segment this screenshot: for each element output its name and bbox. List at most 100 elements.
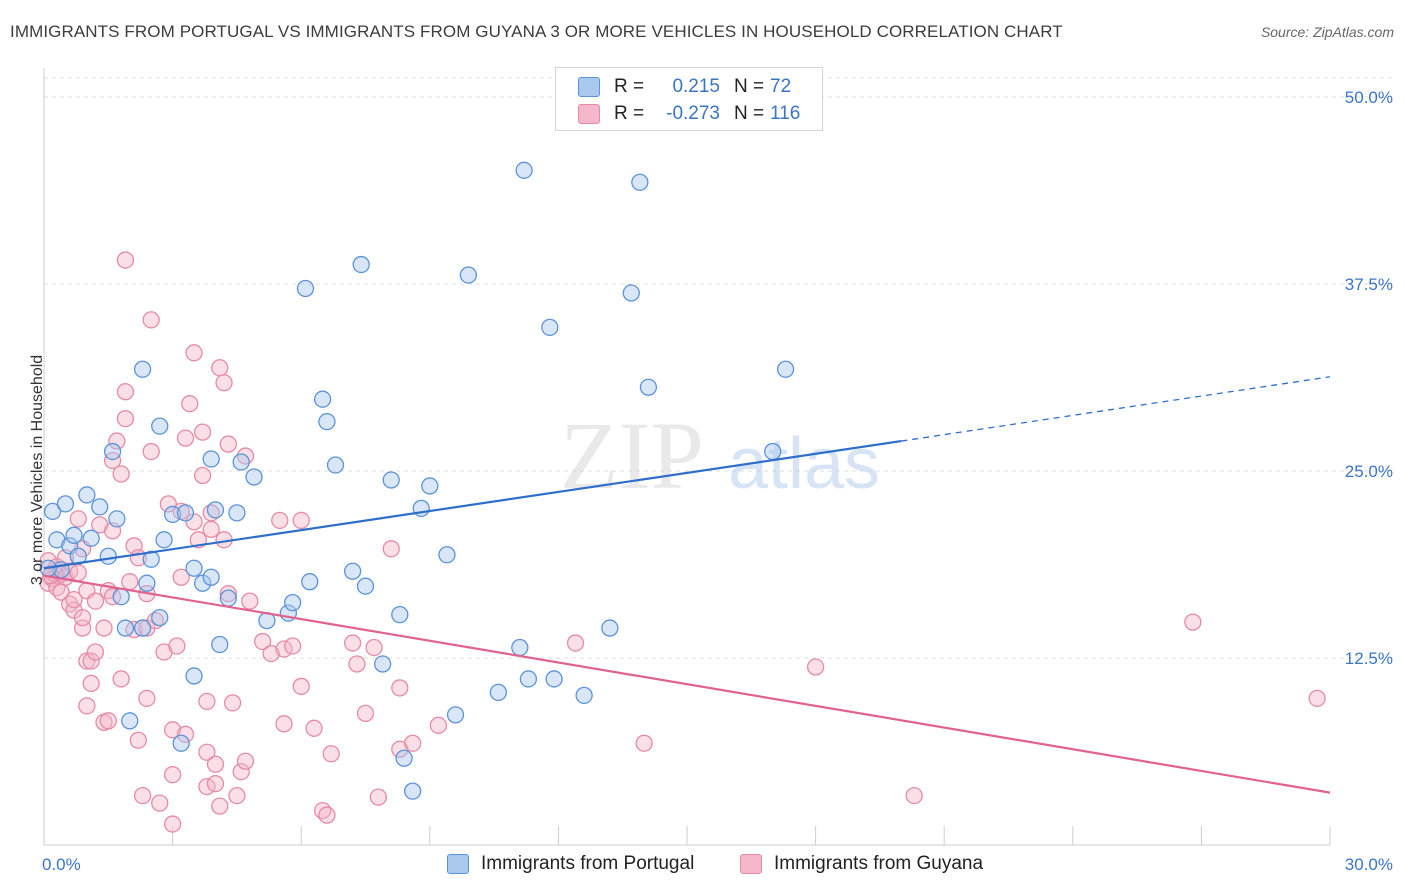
guyana-point (176, 429, 195, 447)
guyana-point (219, 435, 237, 453)
guyana-point (343, 634, 362, 652)
legend-row-portugal: R = 0.215 N = 72 (578, 75, 810, 99)
portugal-point (395, 749, 413, 767)
guyana-point (69, 564, 87, 582)
portugal-point (421, 477, 439, 495)
portugal-point (446, 706, 465, 724)
grid-layer (44, 77, 1394, 659)
guyana-point (86, 643, 105, 661)
correlation-legend: R = 0.215 N = 72 R = -0.273 N = 116 (555, 67, 823, 131)
portugal-point (519, 670, 538, 688)
portugal-point (99, 547, 117, 565)
portugal-point (155, 531, 173, 549)
portugal-point (232, 453, 250, 471)
source-credit: Source: ZipAtlas.com (1260, 24, 1394, 40)
series-swatch-portugal (447, 854, 469, 874)
guyana-point (142, 311, 160, 329)
portugal-point (515, 161, 533, 179)
guyana-point (262, 644, 280, 663)
portugal-point (296, 279, 315, 298)
y-tick-label: 25.0% (1345, 462, 1393, 481)
legend-n-label: N = (734, 76, 765, 97)
portugal-point (202, 450, 220, 468)
portugal-point (56, 495, 75, 513)
portugal-point (193, 574, 212, 592)
guyana-point (198, 692, 216, 711)
guyana-point (78, 697, 96, 715)
guyana-point (193, 423, 212, 441)
portugal-point (121, 712, 139, 730)
guyana-point (112, 670, 130, 688)
legend-n-value: 116 (770, 103, 801, 124)
portugal-point (391, 605, 409, 624)
portugal-point (776, 360, 795, 378)
guyana-point (159, 495, 177, 513)
y-tick-label: 12.5% (1345, 649, 1393, 668)
portugal-point (326, 456, 345, 474)
guyana-point (172, 568, 190, 586)
portugal-point (65, 526, 83, 544)
guyana-point (232, 763, 250, 781)
guyana-point (318, 806, 336, 824)
portugal-point (112, 588, 130, 606)
x-tick-label: 30.0% (1345, 855, 1393, 874)
guyana-point (215, 374, 233, 392)
guyana-point (236, 752, 255, 770)
guyana-point (82, 674, 100, 693)
legend-swatch-portugal (578, 77, 600, 97)
portugal-point (228, 504, 246, 522)
guyana-point (108, 432, 126, 450)
guyana-point (211, 797, 229, 815)
legend-swatch-guyana (578, 104, 600, 124)
portugal-point (639, 378, 658, 396)
guyana-point (1308, 689, 1326, 708)
guyana-point (219, 585, 237, 603)
portugal-point (176, 504, 195, 522)
guyana-point (905, 786, 923, 805)
portugal-point (283, 593, 302, 612)
portugal-point (151, 417, 169, 435)
guyana-trend-line (43, 574, 1331, 794)
guyana-point (95, 619, 113, 637)
guyana-point (566, 634, 585, 652)
portugal-point (313, 390, 332, 408)
guyana-point (635, 734, 653, 752)
portugal-point (622, 284, 640, 302)
portugal-point (541, 318, 559, 337)
guyana-point (206, 755, 225, 773)
portugal-point (575, 686, 593, 705)
watermark: ZIP atlas (560, 402, 880, 509)
guyana-point (275, 715, 293, 733)
guyana-point (69, 510, 87, 528)
portugal-point (108, 510, 126, 528)
guyana-point (241, 592, 259, 610)
guyana-point (382, 540, 400, 558)
legend-n-label: N = (734, 103, 765, 124)
series-swatch-guyana (740, 854, 762, 874)
guyana-point (283, 637, 302, 655)
portugal-point (373, 655, 392, 673)
guyana-point (82, 652, 100, 670)
series-name-portugal: Immigrants from Portugal (481, 853, 695, 874)
series-legend-portugal: Immigrants from Portugal (447, 853, 694, 875)
guyana-point (168, 637, 186, 655)
portugal-point (43, 502, 62, 521)
portugal-point (352, 255, 370, 274)
y-axis-label: 3 or more Vehicles in Household (29, 354, 46, 586)
portugal-point (382, 471, 400, 489)
guyana-point (806, 658, 825, 676)
guyana-point (271, 511, 289, 530)
guyana-point (86, 592, 105, 610)
guyana-point (292, 677, 310, 696)
legend-r-value: 0.215 (672, 76, 720, 97)
guyana-point (99, 712, 117, 730)
portugal-point (82, 529, 100, 547)
legend-row-guyana: R = -0.273 N = 116 (578, 102, 810, 126)
portugal-point (103, 442, 122, 461)
guyana-point (163, 815, 182, 833)
guyana-point (151, 794, 169, 812)
guyana-point (185, 344, 203, 362)
portugal-point (133, 619, 152, 637)
chart-title: IMMIGRANTS FROM PORTUGAL VS IMMIGRANTS F… (10, 22, 1063, 41)
